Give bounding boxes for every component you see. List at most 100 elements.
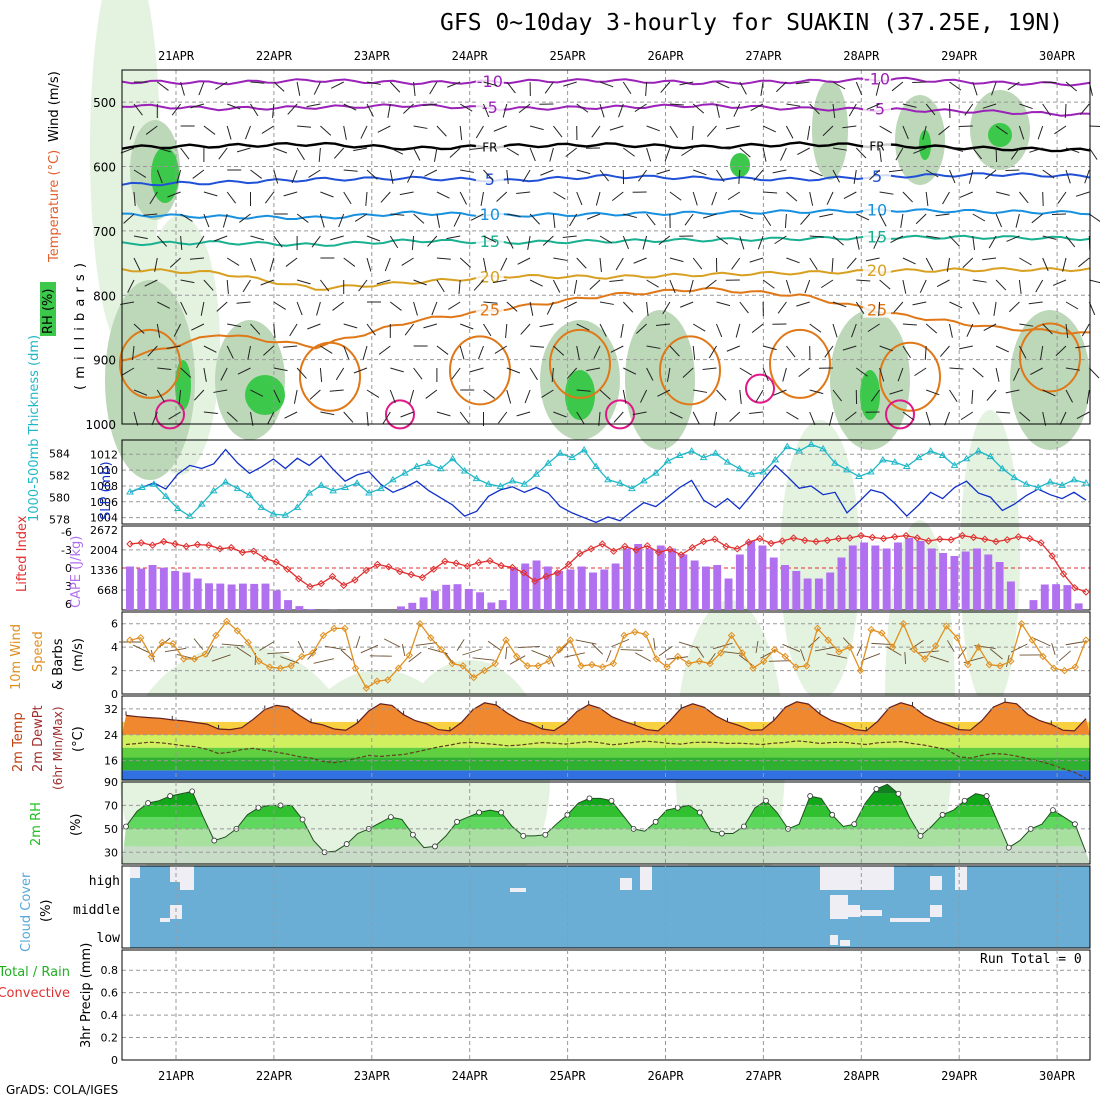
wind-barb [1065,367,1080,371]
wind-barb [459,411,470,424]
wind-barb [285,257,298,267]
cape-bar [713,565,722,610]
wind-barb [995,191,1010,196]
wind-barb [313,81,321,95]
wind-barb [306,103,321,108]
rh-point [189,788,196,795]
wind-barb [786,345,796,358]
wind-barb [469,147,484,150]
slp-frame [121,439,1091,525]
wind-barb [919,279,927,293]
wind-barb [879,125,892,134]
wind-barb [460,323,474,330]
wind-barb [1055,345,1067,357]
wind-barb [422,103,437,106]
cape-bar [611,563,620,610]
wind-barb [320,279,330,292]
wind-barb [250,411,254,426]
thickness-point [305,489,314,496]
wind-barb [702,213,717,219]
cape-bar [171,571,180,610]
upper-air-ytick: 1000 [85,418,116,432]
wind-barb [645,81,648,97]
wind10-point [931,642,940,650]
wind10-point [190,655,199,663]
cloud-label: Cloud Cover [19,872,34,952]
wind10-barb [929,655,949,663]
wind-barb [1081,323,1090,337]
lifted-index-point [868,533,877,542]
wind-barb [260,279,274,286]
wind-barb [451,367,461,380]
isotherm-FR [121,141,1091,153]
wind-barb [180,213,193,222]
wind-barb [1065,389,1074,403]
wind10-point [760,657,768,665]
wind10-point [878,629,886,637]
isotherm--10 [121,76,1091,87]
cape-bar [600,569,609,610]
wind-barb [266,411,275,425]
thickness-point [926,447,935,454]
cloud-gap [850,866,870,890]
wind10-barb [871,642,894,646]
wind-barb [353,367,368,374]
cape-bar [792,571,801,610]
wind-barb [609,279,624,282]
wind-barb [949,301,963,309]
wind-barb [993,301,997,316]
wind10-point [212,631,220,640]
cape-bar [1040,584,1049,610]
wind10-barb [307,648,318,660]
wind-barb [716,81,730,89]
wind-barb [203,279,214,291]
wind-barb [226,279,229,294]
wind-barb [832,169,841,183]
precip-ytick: 0.2 [101,1032,119,1045]
cape-bar [984,554,993,610]
lifted-index-point [733,545,742,553]
cape-bar [1029,600,1038,610]
wind-barb [620,323,624,338]
wind-barb [320,411,335,416]
wind-barb [470,213,484,221]
wind10-barb [591,643,604,655]
rh-blob [780,420,860,700]
thickness-point [150,480,158,487]
thickness-line [129,443,1087,518]
slp-ytick: 1004 [90,512,118,525]
lifted-index-point [531,577,539,585]
date-label-top: 23APR [354,49,391,63]
rh-point [829,811,836,818]
wind10-barb [505,646,508,660]
wind10-barb [917,650,939,654]
thickness-point [1082,479,1090,486]
wind-barb [311,235,321,248]
wind-barb [529,213,541,225]
cape-bar [476,592,485,610]
wind-barb [972,301,980,315]
wind-barb [713,411,717,426]
cape-bar [1063,585,1072,610]
thickness-point [1070,475,1078,483]
wind-barb [739,81,747,95]
date-label-bottom: 27APR [745,1069,782,1083]
wind-barb [666,367,671,382]
date-label-bottom: 28APR [843,1069,880,1083]
lifted-index-point [857,531,865,540]
wind-barb [189,257,204,260]
wind-barb [529,125,544,131]
rh-point [1049,807,1056,814]
thickness-point [1010,473,1019,481]
lifted-index-point [587,545,595,553]
wind-barb [972,213,986,222]
cloud-gaps [130,866,967,946]
thickness-point [161,492,170,499]
wind-barb [797,147,810,156]
wind10-point [126,636,134,644]
wind10-barb [800,648,806,662]
wind-barb [389,389,396,404]
rh-unit: (%) [69,814,84,837]
wind10-point [201,650,209,658]
label-bg [863,228,892,245]
